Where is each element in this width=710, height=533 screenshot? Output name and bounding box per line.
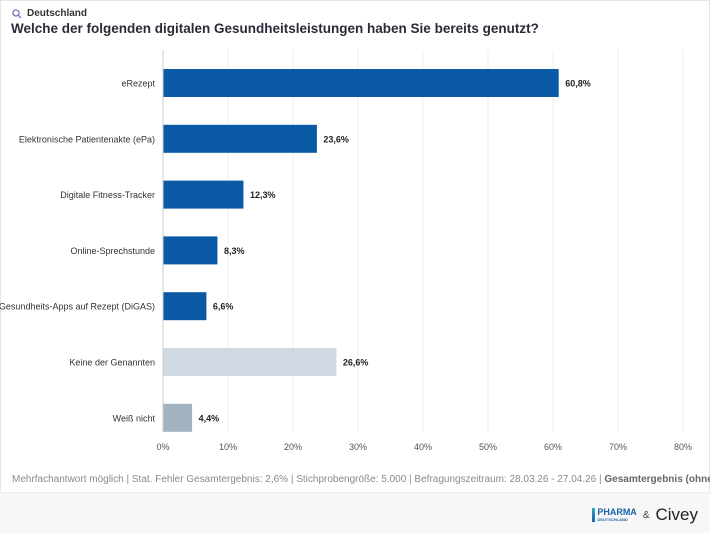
category-label: Weiß nicht bbox=[113, 413, 156, 423]
value-label: 23,6% bbox=[323, 134, 349, 144]
tick-label: 10% bbox=[219, 442, 237, 452]
logos: PHARMA DEUTSCHLAND & Civey bbox=[592, 505, 698, 525]
category-label: Online-Sprechstunde bbox=[70, 246, 155, 256]
footer-bar bbox=[0, 492, 710, 533]
footnote: Mehrfachantwort möglich | Stat. Fehler G… bbox=[12, 474, 710, 485]
bar bbox=[163, 348, 337, 376]
category-label: Gesundheits-Apps auf Rezept (DiGAS) bbox=[0, 302, 155, 312]
pharma-deutschland-logo: PHARMA DEUTSCHLAND bbox=[592, 508, 637, 522]
ampersand: & bbox=[642, 509, 650, 521]
civey-logo: Civey bbox=[655, 505, 698, 524]
tick-label: 20% bbox=[284, 442, 302, 452]
category-label: Keine der Genannten bbox=[69, 358, 155, 368]
filter-label[interactable]: Gesamtergebnis (ohne Filter) bbox=[604, 474, 710, 485]
value-label: 12,3% bbox=[250, 190, 276, 200]
bar bbox=[163, 236, 218, 265]
page-title: Welche der folgenden digitalen Gesundhei… bbox=[11, 21, 539, 36]
bar bbox=[163, 124, 317, 153]
bar bbox=[163, 180, 244, 209]
bar-chart: 0% 10% 20% 30% 40% 50% 60% 70% 80% eRezept 60,8% El… bbox=[0, 50, 692, 452]
tick-label: 70% bbox=[609, 442, 627, 452]
tick-label: 60% bbox=[544, 442, 562, 452]
category-label: eRezept bbox=[121, 79, 155, 89]
bar bbox=[163, 403, 193, 432]
value-label: 8,3% bbox=[224, 246, 245, 256]
tick-label: 0% bbox=[156, 442, 169, 452]
value-label: 4,4% bbox=[199, 413, 220, 423]
footnote-text: Mehrfachantwort möglich | Stat. Fehler G… bbox=[12, 474, 605, 485]
value-label: 60,8% bbox=[565, 79, 591, 89]
tick-label: 50% bbox=[479, 442, 497, 452]
search-icon bbox=[12, 8, 22, 18]
category-label: Digitale Fitness-Tracker bbox=[60, 190, 155, 200]
region-text: Deutschland bbox=[27, 8, 88, 19]
bar bbox=[163, 292, 207, 321]
tick-label: 40% bbox=[414, 442, 432, 452]
value-label: 6,6% bbox=[213, 302, 234, 312]
bar bbox=[163, 69, 559, 97]
region-label: Deutschland bbox=[12, 8, 87, 19]
category-label: Elektronische Patientenakte (ePa) bbox=[19, 134, 155, 144]
value-label: 26,6% bbox=[343, 358, 369, 368]
tick-label: 80% bbox=[674, 442, 692, 452]
tick-label: 30% bbox=[349, 442, 367, 452]
